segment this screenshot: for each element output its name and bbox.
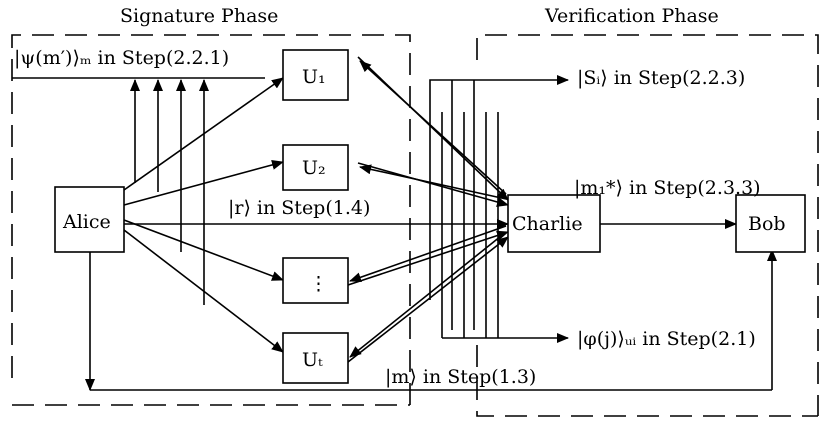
u2-label: U₂ <box>302 157 326 179</box>
bob-label: Bob <box>748 213 786 235</box>
alice-to-users-arrows <box>123 77 284 353</box>
verification-phase-region <box>476 34 819 417</box>
alice-label: Alice <box>62 211 111 233</box>
u2-box <box>282 144 349 191</box>
u-dots-label: ⋮ <box>309 273 328 295</box>
signature-phase-title: Signature Phase <box>120 5 278 27</box>
alice-box <box>54 186 125 253</box>
psi-step-label: |ψ(m′)⟩ₘ in Step(2.2.1) <box>14 47 229 69</box>
user-charlie-double-arrows <box>347 56 509 363</box>
verification-bus-lines <box>429 75 569 343</box>
u1-box <box>282 49 349 101</box>
charlie-box <box>507 194 601 253</box>
alice-bob-line <box>85 249 777 391</box>
s-step-label: |Sᵢ⟩ in Step(2.2.3) <box>577 67 745 89</box>
m1-step-label: |m₁*⟩ in Step(2.3.3) <box>574 177 761 199</box>
signature-phase-region <box>11 34 411 416</box>
ut-box <box>282 332 349 384</box>
u-dots-box <box>282 257 349 304</box>
bob-box <box>735 194 806 253</box>
charlie-label: Charlie <box>512 213 583 235</box>
r-step-label: |r⟩ in Step(1.4) <box>228 197 370 219</box>
u1-label: U₁ <box>302 66 326 88</box>
ut-label: Uₜ <box>302 349 323 371</box>
m-step-label: |m⟩ in Step(1.3) <box>385 366 536 388</box>
psi-channel-lines <box>12 77 265 305</box>
verification-phase-title: Verification Phase <box>544 5 719 27</box>
phi-step-label: |φ(j)⟩ᵤᵢ in Step(2.1) <box>577 328 756 350</box>
